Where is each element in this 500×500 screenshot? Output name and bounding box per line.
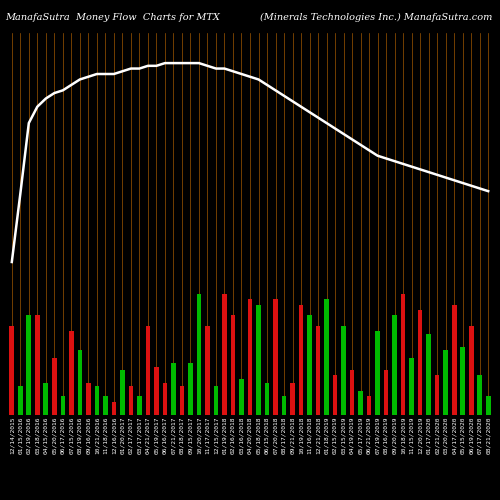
Bar	[316, 326, 320, 415]
Bar	[120, 370, 124, 415]
Bar	[341, 326, 346, 415]
Bar	[222, 294, 227, 415]
Bar	[426, 334, 431, 415]
Bar	[307, 315, 312, 415]
Bar	[171, 364, 176, 415]
Bar	[410, 358, 414, 415]
Bar	[35, 315, 40, 415]
Bar	[180, 386, 184, 415]
Bar	[154, 366, 159, 415]
Bar	[332, 374, 338, 415]
Bar	[128, 386, 133, 415]
Bar	[137, 396, 141, 415]
Bar	[214, 386, 218, 415]
Bar	[188, 364, 193, 415]
Bar	[452, 305, 456, 415]
Bar	[324, 298, 329, 415]
Bar	[18, 386, 22, 415]
Bar	[146, 326, 150, 415]
Bar	[248, 298, 252, 415]
Bar	[282, 396, 286, 415]
Bar	[230, 315, 235, 415]
Bar	[52, 358, 56, 415]
Text: (Minerals Technologies Inc.) ManafaSutra.com: (Minerals Technologies Inc.) ManafaSutra…	[260, 12, 492, 22]
Bar	[103, 396, 108, 415]
Bar	[298, 305, 304, 415]
Bar	[392, 315, 397, 415]
Bar	[435, 374, 440, 415]
Bar	[367, 396, 372, 415]
Bar	[264, 382, 270, 415]
Bar	[273, 298, 278, 415]
Bar	[239, 380, 244, 415]
Bar	[86, 382, 90, 415]
Bar	[350, 370, 354, 415]
Bar	[78, 350, 82, 415]
Bar	[205, 326, 210, 415]
Bar	[478, 374, 482, 415]
Bar	[69, 331, 73, 415]
Bar	[444, 350, 448, 415]
Bar	[469, 326, 474, 415]
Bar	[460, 347, 465, 415]
Bar	[10, 326, 14, 415]
Bar	[401, 294, 406, 415]
Bar	[162, 382, 168, 415]
Text: ManafaSutra  Money Flow  Charts for MTX: ManafaSutra Money Flow Charts for MTX	[5, 12, 220, 22]
Bar	[26, 315, 31, 415]
Bar	[112, 402, 116, 415]
Bar	[44, 382, 48, 415]
Bar	[256, 305, 261, 415]
Bar	[358, 391, 363, 415]
Bar	[384, 370, 388, 415]
Bar	[196, 294, 202, 415]
Bar	[376, 331, 380, 415]
Bar	[418, 310, 422, 415]
Bar	[290, 382, 295, 415]
Bar	[60, 396, 65, 415]
Bar	[486, 396, 490, 415]
Bar	[94, 386, 99, 415]
